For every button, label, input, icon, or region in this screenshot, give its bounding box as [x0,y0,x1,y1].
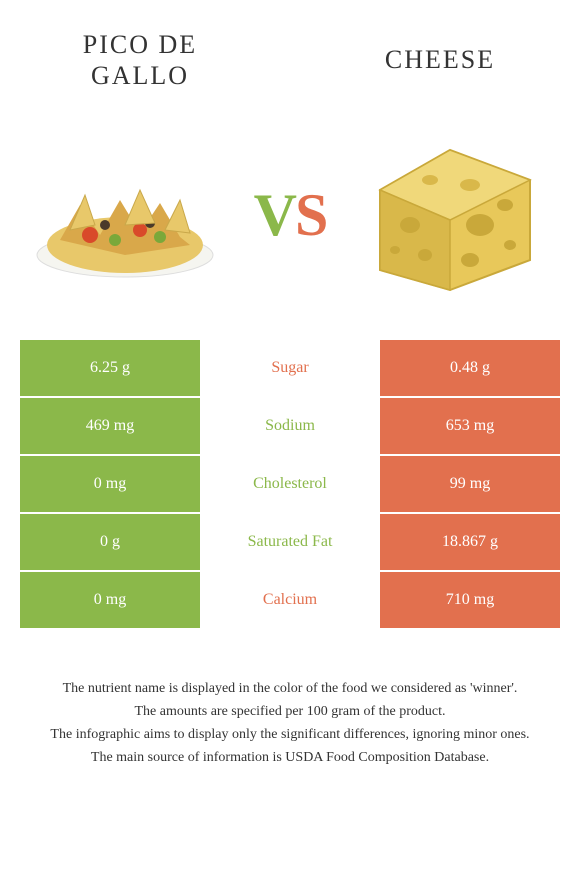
header: PICO DE GALLO CHEESE [0,0,580,110]
title-right: CHEESE [340,45,540,75]
pico-de-gallo-image [30,135,220,295]
table-row: 0 mgCholesterol99 mg [20,456,560,512]
cheese-image [360,135,550,295]
table-row: 6.25 gSugar0.48 g [20,340,560,396]
value-right: 99 mg [380,456,560,512]
nutrient-label: Calcium [200,572,380,628]
footnote-line: The main source of information is USDA F… [20,747,560,768]
value-right: 0.48 g [380,340,560,396]
nutrient-label: Saturated Fat [200,514,380,570]
table-row: 0 gSaturated Fat18.867 g [20,514,560,570]
footnote-line: The infographic aims to display only the… [20,724,560,745]
vs-s: S [295,182,326,248]
value-right: 653 mg [380,398,560,454]
images-row: VS [0,110,580,340]
nutrient-label: Sugar [200,340,380,396]
nutrient-label: Cholesterol [200,456,380,512]
value-left: 6.25 g [20,340,200,396]
nutrient-label: Sodium [200,398,380,454]
value-left: 0 mg [20,456,200,512]
value-right: 710 mg [380,572,560,628]
footnote-line: The nutrient name is displayed in the co… [20,678,560,699]
table-row: 0 mgCalcium710 mg [20,572,560,628]
comparison-table: 6.25 gSugar0.48 g469 mgSodium653 mg0 mgC… [20,340,560,628]
footnote-line: The amounts are specified per 100 gram o… [20,701,560,722]
vs-v: V [254,182,295,248]
vs-label: VS [254,181,327,250]
title-left: PICO DE GALLO [40,29,240,91]
value-right: 18.867 g [380,514,560,570]
value-left: 0 g [20,514,200,570]
footnotes: The nutrient name is displayed in the co… [0,678,580,768]
value-left: 469 mg [20,398,200,454]
table-row: 469 mgSodium653 mg [20,398,560,454]
value-left: 0 mg [20,572,200,628]
